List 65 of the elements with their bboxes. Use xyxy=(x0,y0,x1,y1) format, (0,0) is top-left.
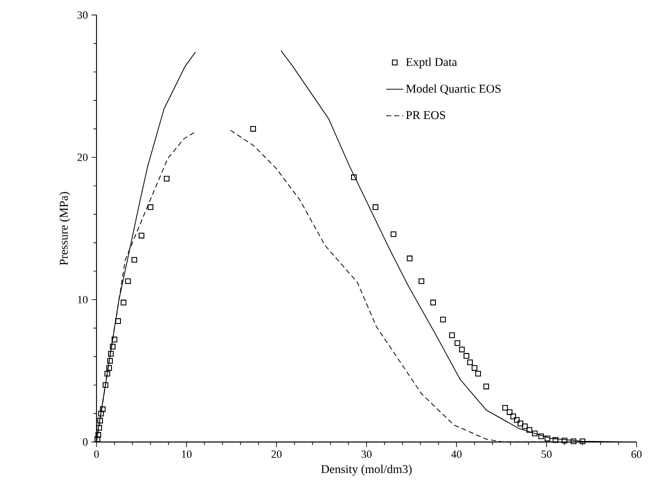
point xyxy=(110,344,116,350)
point xyxy=(506,409,512,415)
point xyxy=(97,418,103,424)
point xyxy=(544,436,550,442)
point xyxy=(510,414,516,420)
point xyxy=(95,432,102,438)
point xyxy=(552,437,558,443)
point xyxy=(532,430,538,436)
point xyxy=(406,256,413,262)
point xyxy=(98,410,104,416)
point xyxy=(120,300,126,306)
point xyxy=(562,438,568,444)
point xyxy=(112,336,118,342)
point xyxy=(538,433,544,440)
point xyxy=(430,300,436,306)
point xyxy=(514,417,520,423)
x-tick-label: 40 xyxy=(451,450,462,458)
point xyxy=(526,427,532,433)
point xyxy=(131,256,138,263)
point xyxy=(518,420,524,426)
point xyxy=(459,346,465,352)
point xyxy=(102,382,108,388)
point xyxy=(100,406,106,412)
y-tick-label: 30 xyxy=(78,11,88,19)
y-tick-label: 20 xyxy=(78,154,88,162)
point xyxy=(472,365,478,371)
point xyxy=(522,424,528,430)
point xyxy=(454,340,460,346)
point xyxy=(107,358,113,364)
point xyxy=(467,359,473,366)
point xyxy=(138,232,144,238)
y-tick-label: 0 xyxy=(82,438,88,446)
y-tick-label: 10 xyxy=(78,296,88,304)
point xyxy=(115,318,121,324)
point xyxy=(483,384,490,390)
legend-label: PR EOS xyxy=(406,111,446,120)
point xyxy=(106,365,112,371)
x-axis-title: Density (mol/dm3) xyxy=(321,464,412,476)
x-tick-label: 60 xyxy=(631,450,642,458)
x-tick-label: 0 xyxy=(94,450,99,458)
y-axis-title: Pressure (MPa) xyxy=(59,192,70,266)
x-tick-label: 10 xyxy=(182,450,192,458)
point xyxy=(570,438,576,444)
point xyxy=(390,231,396,238)
point xyxy=(96,424,102,431)
x-tick-label: 50 xyxy=(542,450,552,458)
x-tick-label: 30 xyxy=(362,450,372,458)
point xyxy=(351,174,357,180)
point xyxy=(250,126,256,132)
legend-label: Exptl Data xyxy=(406,58,457,68)
point xyxy=(449,332,455,338)
point xyxy=(475,370,481,377)
point xyxy=(164,176,170,182)
point xyxy=(372,204,378,210)
point xyxy=(108,350,114,357)
point xyxy=(418,278,424,284)
point xyxy=(104,370,110,377)
point xyxy=(125,278,131,284)
point xyxy=(464,353,470,359)
point xyxy=(502,405,508,411)
x-tick-label: 20 xyxy=(272,450,282,458)
point xyxy=(440,316,446,322)
legend-label: Model Quartic EOS xyxy=(406,84,501,95)
point xyxy=(580,438,586,444)
point xyxy=(148,204,154,210)
